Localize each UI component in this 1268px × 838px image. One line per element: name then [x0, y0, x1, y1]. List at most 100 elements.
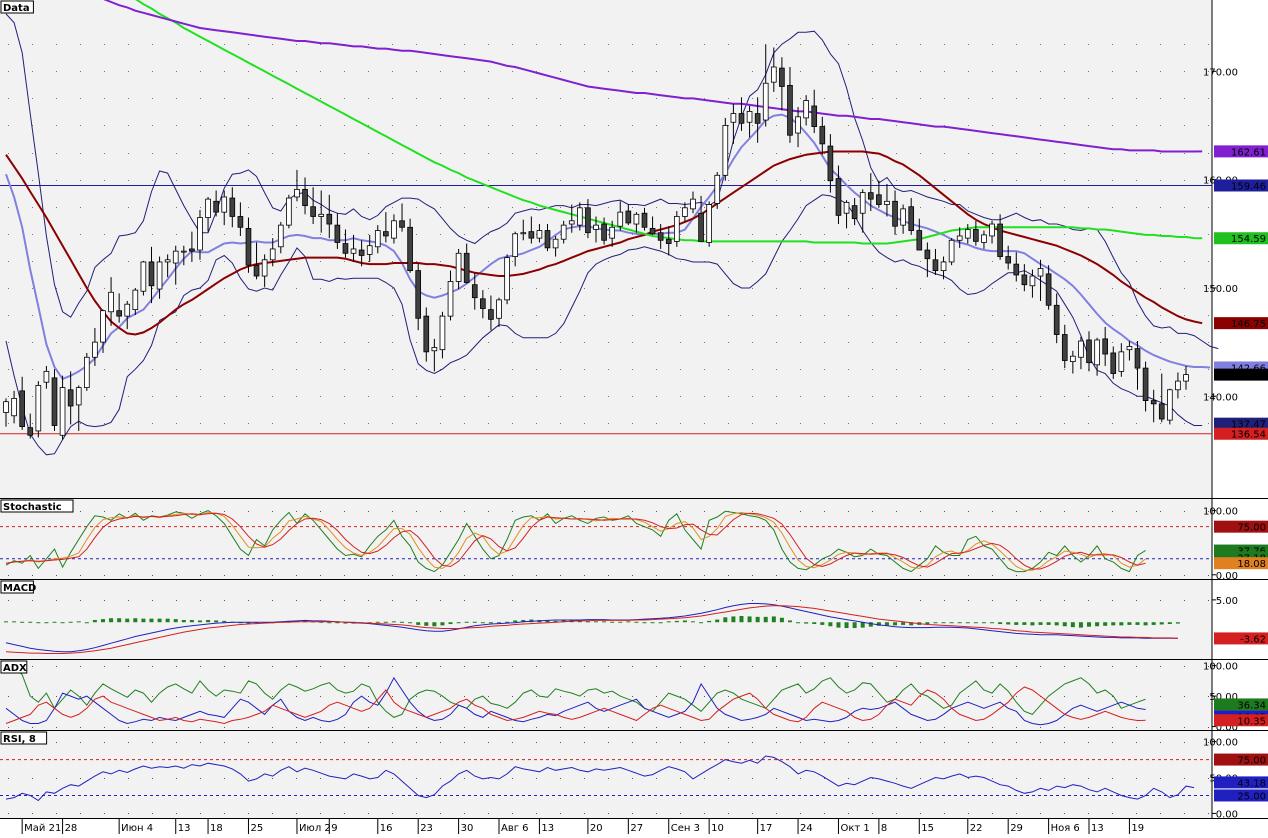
- grid-dot: [992, 315, 993, 316]
- candle-body: [447, 281, 454, 317]
- grid-dot: [896, 98, 897, 99]
- grid-dot: [224, 153, 225, 154]
- grid-dot: [824, 342, 825, 343]
- grid-dot: [80, 742, 81, 743]
- grid-dot: [224, 234, 225, 235]
- grid-dot: [296, 778, 297, 779]
- grid-dot: [248, 396, 249, 397]
- grid-dot: [56, 600, 57, 601]
- grid-dot: [56, 666, 57, 667]
- grid-dot: [248, 742, 249, 743]
- candle: [617, 201, 624, 231]
- grid-dot: [440, 813, 441, 814]
- grid-dot: [368, 44, 369, 45]
- grid-dot: [632, 261, 633, 262]
- grid-dot: [656, 813, 657, 814]
- grid-dot: [344, 180, 345, 181]
- histogram-bar: [707, 620, 712, 623]
- grid-dot: [800, 813, 801, 814]
- histogram-bar: [1014, 622, 1019, 625]
- grid-dot: [368, 125, 369, 126]
- grid-dot: [296, 511, 297, 512]
- candle-body: [706, 204, 712, 243]
- grid-dot: [80, 153, 81, 154]
- grid-dot: [920, 727, 921, 728]
- grid-dot: [608, 44, 609, 45]
- grid-dot: [992, 742, 993, 743]
- grid-dot: [152, 696, 153, 697]
- grid-dot: [1160, 666, 1161, 667]
- grid-dot: [392, 396, 393, 397]
- grid-dot: [1184, 125, 1185, 126]
- grid-dot: [200, 153, 201, 154]
- histogram-bar: [1095, 622, 1100, 627]
- candle: [180, 245, 187, 266]
- candle: [213, 190, 219, 217]
- grid-dot: [800, 575, 801, 576]
- grid-dots: [8, 666, 1209, 728]
- grid-dot: [608, 369, 609, 370]
- grid-dot: [776, 575, 777, 576]
- grid-dot: [512, 813, 513, 814]
- candle-body: [407, 226, 413, 272]
- grid-dot: [1064, 207, 1065, 208]
- grid-dot: [848, 261, 849, 262]
- grid-dot: [872, 778, 873, 779]
- grid-dot: [272, 153, 273, 154]
- histogram-bar: [1119, 622, 1124, 626]
- candle: [859, 189, 866, 233]
- grid-dot: [488, 71, 489, 72]
- candle-body: [366, 245, 373, 255]
- grid-dot: [128, 342, 129, 343]
- histogram-bar: [553, 620, 558, 623]
- candle-body: [568, 220, 575, 225]
- grid-dot: [152, 207, 153, 208]
- grid-dot: [1184, 153, 1185, 154]
- candle-body: [512, 233, 519, 257]
- grid-dot: [32, 342, 33, 343]
- grid-dot: [920, 600, 921, 601]
- grid-dot: [536, 696, 537, 697]
- histogram-bar: [1111, 622, 1116, 626]
- candle-body: [261, 259, 268, 277]
- grid-dot: [104, 288, 105, 289]
- grid-dot: [176, 575, 177, 576]
- grid-dot: [632, 98, 633, 99]
- grid-dot: [584, 727, 585, 728]
- grid-dot: [992, 696, 993, 697]
- grid-dot: [992, 511, 993, 512]
- grid-dot: [368, 600, 369, 601]
- grid-dot: [584, 153, 585, 154]
- grid-dot: [872, 261, 873, 262]
- grid-dot: [704, 342, 705, 343]
- grid-dot: [248, 423, 249, 424]
- grid-dot: [272, 342, 273, 343]
- grid-dot: [704, 71, 705, 72]
- histogram-bar: [408, 622, 413, 624]
- x-tick-label: 24: [800, 823, 813, 834]
- grid-dot: [296, 423, 297, 424]
- grid-dot: [1016, 207, 1017, 208]
- grid-dot: [1184, 369, 1185, 370]
- grid-dot: [680, 153, 681, 154]
- grid-dot: [344, 423, 345, 424]
- grid-dot: [824, 423, 825, 424]
- candle: [577, 202, 583, 231]
- grid-dot: [848, 600, 849, 601]
- grid-dot: [488, 153, 489, 154]
- candle-body: [876, 194, 882, 205]
- candle: [1167, 388, 1173, 425]
- grid-dot: [776, 423, 777, 424]
- grid-dot: [1088, 511, 1089, 512]
- grid-dot: [632, 666, 633, 667]
- grid-dot: [752, 315, 753, 316]
- grid-dot: [992, 600, 993, 601]
- histogram-bar: [206, 620, 211, 623]
- grid-dot: [296, 600, 297, 601]
- grid-dot: [992, 261, 993, 262]
- grid-dot: [848, 369, 849, 370]
- grid-dot: [128, 207, 129, 208]
- candle-body: [657, 232, 664, 241]
- grid-dot: [1112, 234, 1113, 235]
- grid-dot: [1208, 742, 1209, 743]
